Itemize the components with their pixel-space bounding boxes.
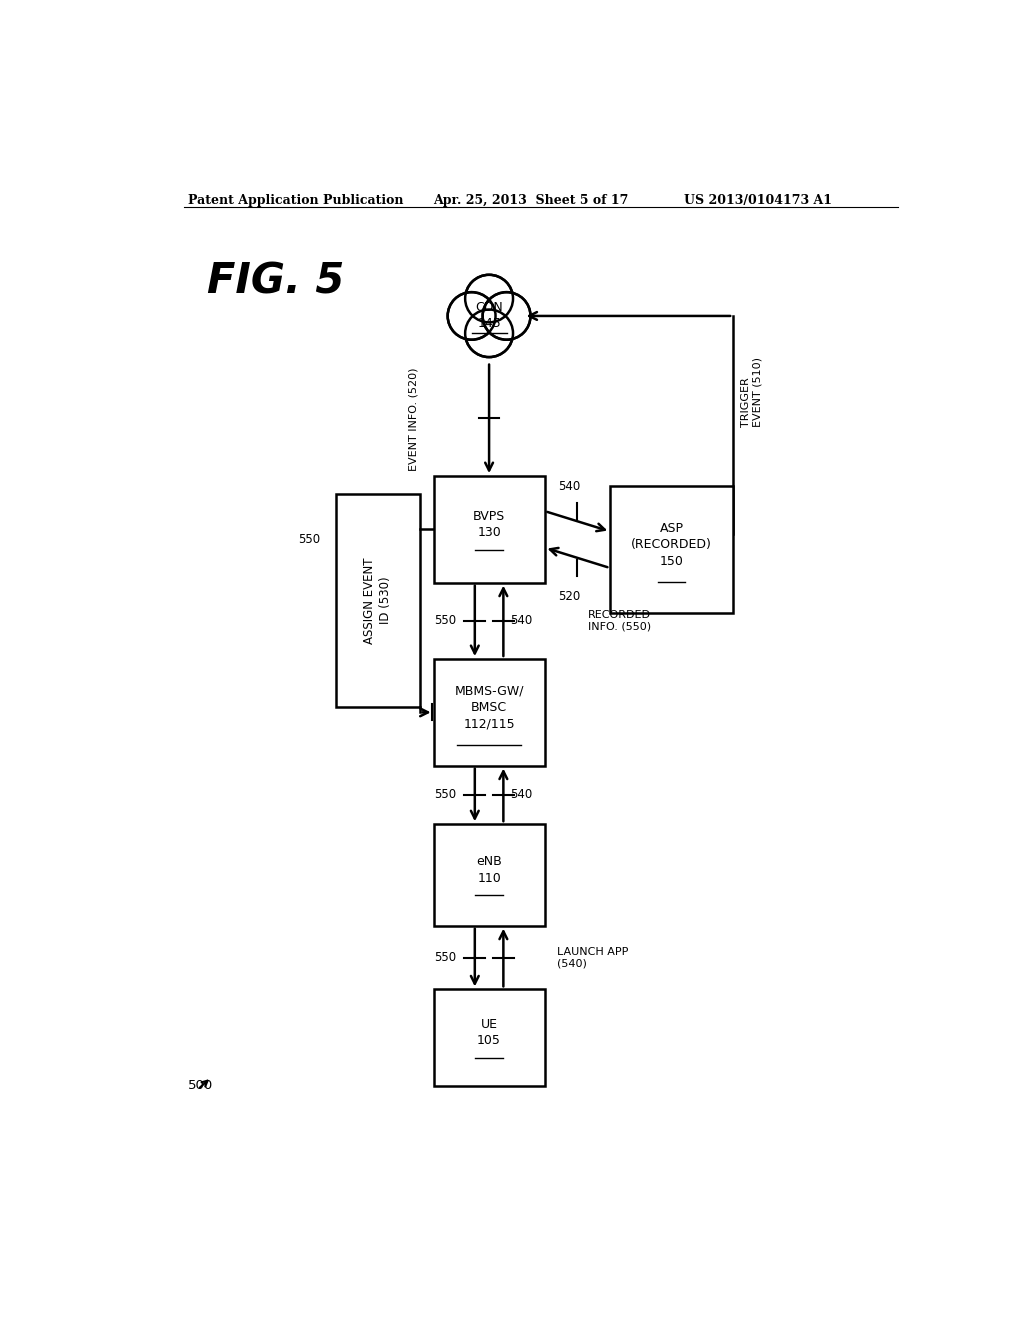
Ellipse shape: [465, 309, 513, 358]
Bar: [336, 494, 420, 708]
Text: EVENT INFO. (520): EVENT INFO. (520): [409, 367, 419, 471]
Text: BVPS
130: BVPS 130: [473, 510, 505, 539]
Text: UE
105: UE 105: [477, 1018, 501, 1047]
Text: ASP
(RECORDED)
150: ASP (RECORDED) 150: [631, 521, 712, 568]
Ellipse shape: [447, 292, 496, 339]
Bar: [433, 989, 545, 1086]
Text: 550: 550: [298, 533, 321, 546]
Text: 500: 500: [187, 1078, 213, 1092]
Text: 550: 550: [434, 788, 457, 801]
Bar: [433, 659, 545, 766]
Text: 550: 550: [434, 950, 457, 964]
Text: eNB
110: eNB 110: [476, 855, 502, 884]
Text: LAUNCH APP
(540): LAUNCH APP (540): [557, 946, 628, 969]
Text: TRIGGER
EVENT (510): TRIGGER EVENT (510): [741, 358, 763, 428]
Bar: [433, 477, 545, 582]
Ellipse shape: [465, 275, 513, 322]
Text: 520: 520: [558, 590, 581, 603]
Text: Apr. 25, 2013  Sheet 5 of 17: Apr. 25, 2013 Sheet 5 of 17: [433, 194, 629, 207]
Text: CDN
145: CDN 145: [475, 301, 503, 330]
Bar: [433, 824, 545, 925]
Text: RECORDED
INFO. (550): RECORDED INFO. (550): [588, 610, 651, 632]
Ellipse shape: [482, 292, 530, 339]
Text: Patent Application Publication: Patent Application Publication: [187, 194, 403, 207]
Text: 540: 540: [558, 479, 581, 492]
Text: 550: 550: [434, 614, 457, 627]
Text: US 2013/0104173 A1: US 2013/0104173 A1: [684, 194, 831, 207]
Text: FIG. 5: FIG. 5: [207, 260, 345, 302]
Text: 540: 540: [510, 614, 531, 627]
Text: MBMS-GW/
BMSC
112/115: MBMS-GW/ BMSC 112/115: [455, 684, 524, 730]
Text: 540: 540: [510, 788, 531, 801]
Bar: [610, 486, 733, 614]
Text: ASSIGN EVENT
ID (530): ASSIGN EVENT ID (530): [364, 557, 392, 644]
